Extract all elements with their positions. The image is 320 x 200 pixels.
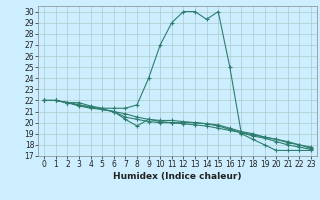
X-axis label: Humidex (Indice chaleur): Humidex (Indice chaleur)	[113, 172, 242, 181]
